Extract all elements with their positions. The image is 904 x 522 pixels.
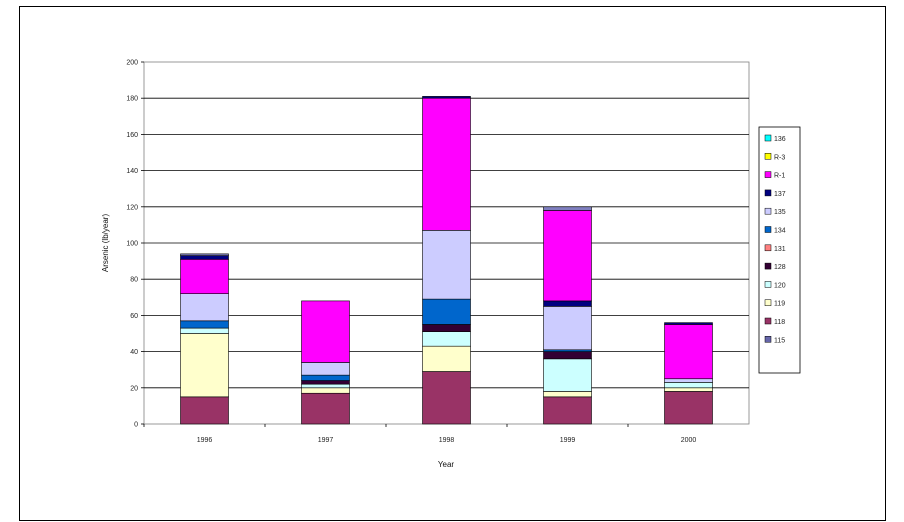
bar-segment-1997-1 (301, 392, 350, 425)
legend-label-119: 119 (774, 301, 785, 308)
y-tick-label-5: 100 (126, 241, 138, 248)
bar-segment-2000-7 (664, 378, 713, 383)
y-tick-label-9: 180 (126, 96, 138, 103)
x-tick-label-4: 2000 (681, 437, 697, 444)
bar-segment-1998-3 (422, 331, 471, 347)
legend-swatch-120 (764, 281, 772, 288)
bar-segment-2000-9 (664, 324, 713, 380)
bar-segment-1999-3 (543, 358, 592, 392)
y-tick-label-4: 80 (130, 277, 138, 284)
y-tick-label-8: 160 (126, 132, 138, 139)
legend-swatch-119 (764, 299, 772, 306)
legend-swatch-115 (764, 336, 772, 343)
bar-segment-1999-9 (543, 210, 592, 302)
bar-segment-1998-12 (422, 96, 471, 99)
legend-label-115: 115 (774, 337, 785, 344)
legend-swatch-R-3 (764, 153, 772, 160)
bar-segment-1996-3 (180, 327, 229, 334)
bar-segment-2000-1 (664, 391, 713, 425)
y-tick-label-10: 200 (126, 60, 138, 67)
legend-label-R-1: R-1 (774, 173, 785, 180)
legend-swatch-R-1 (764, 171, 772, 178)
legend-label-134: 134 (774, 228, 786, 235)
legend-label-128: 128 (774, 264, 786, 271)
bar-segment-1997-2 (301, 387, 350, 394)
y-axis-title: Arsenic (lb/year) (101, 214, 110, 273)
bar-segment-1998-7 (422, 230, 471, 300)
legend-swatch-131 (764, 244, 772, 252)
bar-segment-1999-8 (543, 300, 592, 307)
bar-segment-2000-2 (664, 387, 713, 392)
y-tick-label-2: 40 (130, 349, 138, 356)
bar-segment-1998-6 (422, 298, 471, 325)
bar-segment-2000-3 (664, 382, 713, 389)
x-tick-label-3: 1999 (560, 437, 576, 444)
bar-segment-1996-2 (180, 333, 229, 398)
bar-segment-1998-1 (422, 371, 471, 425)
x-axis-title: Year (438, 460, 455, 469)
bar-segment-1997-9 (301, 300, 350, 363)
bar-segment-1999-7 (543, 306, 592, 351)
legend-label-R-3: R-3 (774, 154, 785, 161)
bar-segment-1996-12 (180, 255, 229, 260)
y-tick-label-3: 60 (130, 313, 138, 320)
stacked-bar-chart: 0 20 40 60 80 100 120 140 160 180 200 1996 1997 1998… (101, 60, 801, 469)
legend-swatch-136 (764, 134, 772, 142)
bar-segment-1999-13 (543, 206, 592, 211)
bar-segment-1998-4 (422, 324, 471, 332)
legend-label-137: 137 (774, 191, 786, 198)
y-tick-label-7: 140 (126, 168, 138, 175)
legend-label-120: 120 (774, 282, 786, 289)
bar-segment-1997-3 (301, 383, 350, 389)
bar-segment-1996-13 (180, 253, 229, 256)
bar-segment-1996-6 (180, 320, 229, 329)
bar-segment-1996-9 (180, 258, 229, 294)
bar-segment-2000-12 (664, 322, 713, 325)
legend-swatch-134 (764, 226, 772, 233)
y-tick-label-6: 120 (126, 204, 138, 211)
bar-segment-1997-6 (301, 374, 350, 381)
bar-segment-1996-7 (180, 293, 229, 322)
bar-segment-1997-4 (301, 380, 350, 385)
x-tick-label-0: 1996 (197, 437, 213, 444)
legend-swatch-118 (764, 317, 772, 325)
bar-segment-1997-7 (301, 362, 350, 376)
y-tick-label-1: 20 (130, 385, 138, 392)
legend-label-131: 131 (774, 246, 786, 253)
legend-swatch-128 (764, 262, 772, 270)
bar-segment-1999-4 (543, 351, 592, 360)
bar-segment-1998-2 (422, 345, 471, 372)
y-tick-label-0: 0 (134, 422, 138, 429)
x-tick-label-2: 1998 (439, 437, 455, 444)
bar-segment-1999-1 (543, 396, 592, 425)
legend-label-118: 118 (774, 319, 785, 326)
legend-label-135: 135 (774, 209, 786, 216)
bar-segment-1999-2 (543, 391, 592, 398)
chart-frame: 0 20 40 60 80 100 120 140 160 180 200 1996 1997 1998… (19, 6, 886, 521)
x-tick-label-1: 1997 (318, 437, 334, 444)
legend-swatch-137 (764, 189, 772, 197)
bar-segment-1998-9 (422, 97, 471, 231)
bar-segment-1996-1 (180, 396, 229, 425)
legend-swatch-135 (764, 207, 772, 215)
legend-label-136: 136 (774, 136, 786, 143)
